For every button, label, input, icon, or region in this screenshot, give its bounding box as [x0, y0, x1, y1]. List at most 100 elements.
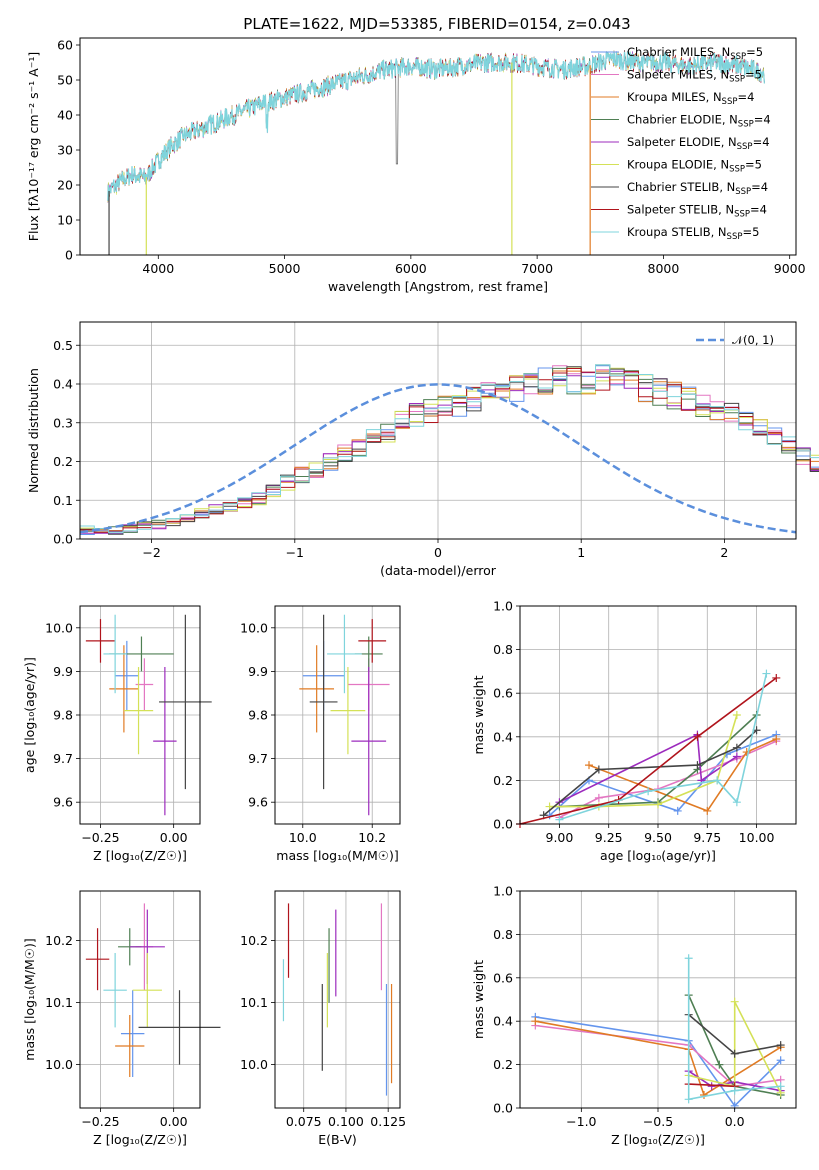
residuals-hist-5 — [80, 367, 819, 533]
residuals-ylabel: Normed distribution — [26, 368, 41, 493]
spectrum-xtick-label: 7000 — [521, 261, 553, 276]
age-weights-series-6-marker — [594, 765, 603, 774]
age-weights-series-7-marker — [693, 732, 702, 741]
spectrum-legend-label: Chabrier MILES, NSSP=5 — [627, 45, 763, 62]
z-vs-age-ytick-label: 9.6 — [53, 795, 73, 810]
mass-vs-age-ytick-label: 9.7 — [248, 751, 268, 766]
z-vs-mass-ytick-label: 10.2 — [45, 933, 73, 948]
z-weights-series-5 — [688, 1001, 782, 1094]
z-weights-ytick-label: 0.6 — [493, 970, 513, 985]
z-weights-ylabel: mass weight — [471, 960, 486, 1039]
spectrum-legend-label: Salpeter ELODIE, NSSP=4 — [627, 135, 770, 152]
residuals-hist-8 — [80, 364, 819, 534]
z-weights-series-2-marker — [531, 1017, 540, 1026]
z-vs-age-ytick-label: 9.8 — [53, 708, 73, 723]
age-weights-series-8-marker — [732, 798, 741, 807]
z-vs-age-ytick-label: 9.9 — [53, 664, 73, 679]
residuals-hist-7 — [80, 368, 819, 533]
z-weights-series-3 — [687, 994, 781, 1096]
z-vs-mass-xtick-label: 0.00 — [160, 1114, 188, 1129]
z-weights-series-8-marker — [776, 1082, 785, 1091]
z-vs-age-ytick-label: 10.0 — [45, 620, 73, 635]
residuals-legend-label: 𝒩(0, 1) — [732, 333, 774, 347]
spectrum-xtick-label: 6000 — [395, 261, 427, 276]
z-vs-mass-frame — [79, 890, 201, 1109]
spectrum-ytick-label: 30 — [57, 143, 73, 158]
residuals-xtick-label: 1 — [577, 545, 585, 560]
age-weights-series-5-marker — [732, 711, 741, 719]
spectrum-ytick-label: 50 — [57, 73, 73, 88]
spectrum-xtick-label: 8000 — [648, 261, 680, 276]
z-weights-series-4-marker — [707, 1082, 716, 1091]
age-weights-xtick-label: 9.00 — [546, 830, 574, 845]
z-vs-age-ylabel: age [log₁₀(age/yr)] — [22, 657, 37, 773]
plot-layer: 4000 5000 6000 7000 8000 90000102030405060wav… — [22, 37, 819, 1147]
mass-vs-age-ytick-label: 9.9 — [248, 664, 268, 679]
age-weights-series-1-marker — [594, 793, 603, 802]
mass-vs-age-xtick-label: 10.0 — [289, 830, 317, 845]
spectrum-ytick-label: 0 — [65, 248, 73, 263]
residuals-ytick-label: 0.2 — [53, 454, 73, 469]
age-weights-series-5-marker — [654, 800, 662, 809]
spectrum-legend-label: Salpeter STELIB, NSSP=4 — [627, 203, 767, 220]
age-weights-xlabel: age [log₁₀(age/yr)] — [600, 848, 716, 863]
ebv-vs-mass-xtick-label: 0.100 — [328, 1114, 364, 1129]
age-weights-xtick-label: 10.00 — [739, 830, 775, 845]
z-weights-series-8-marker — [730, 1086, 739, 1095]
z-weights-series-6-marker — [776, 1041, 785, 1050]
z-weights-series-2-marker — [700, 1090, 708, 1099]
spectrum-series-8 — [107, 51, 765, 201]
spectrum-ytick-label: 40 — [57, 108, 73, 123]
residuals-xtick-label: 0 — [434, 545, 442, 560]
spectrum-ytick-label: 10 — [57, 213, 73, 228]
spectrum-legend-label: Kroupa STELIB, NSSP=5 — [627, 225, 759, 242]
age-weights-xtick-label: 9.75 — [693, 830, 721, 845]
age-weights-ytick-label: 0.2 — [493, 773, 513, 788]
age-weights-ytick-label: 1.0 — [493, 599, 513, 614]
age-weights-series-2-marker — [585, 761, 593, 770]
z-weights-ytick-label: 1.0 — [493, 884, 513, 899]
spectrum-xtick-label: 9000 — [774, 261, 806, 276]
z-weights-xtick-label: −1.0 — [566, 1114, 596, 1129]
z-weights-xtick-label: 0.0 — [725, 1114, 745, 1129]
z-weights-ytick-label: 0.4 — [493, 1014, 513, 1029]
age-weights-series-8-marker — [762, 669, 771, 678]
spectrum-xtick-label: 4000 — [142, 261, 174, 276]
age-weights-series-2-marker — [703, 806, 712, 815]
residuals-xtick-label: 2 — [720, 545, 728, 560]
z-vs-age-ytick-label: 9.7 — [53, 751, 73, 766]
residuals-ytick-label: 0.1 — [53, 493, 73, 508]
age-weights-series-4-marker — [732, 752, 741, 761]
residuals-xtick-label: −2 — [142, 545, 160, 560]
age-weights-ytick-label: 0.4 — [493, 729, 513, 744]
age-weights-series-6-marker — [732, 743, 741, 752]
mass-vs-age-ytick-label: 9.8 — [248, 708, 268, 723]
age-weights-series-2-marker — [772, 734, 781, 743]
mass-vs-age-ytick-label: 9.6 — [248, 795, 268, 810]
z-vs-age-xlabel: Z [log₁₀(Z/Z☉)] — [93, 848, 187, 863]
spectrum-ytick-label: 60 — [57, 38, 73, 53]
residuals-ytick-label: 0.5 — [53, 338, 73, 353]
residuals-xlabel: (data-model)/error — [380, 563, 497, 578]
z-weights-series-3-marker — [715, 1060, 724, 1069]
z-weights-series-7 — [688, 1083, 735, 1088]
z-vs-mass-ylabel: mass [log₁₀(M/M☉)] — [22, 938, 37, 1060]
ebv-vs-mass-ytick-label: 10.0 — [240, 1057, 268, 1072]
age-weights-series-0-marker — [673, 806, 682, 815]
z-weights-xtick-label: −0.5 — [643, 1114, 673, 1129]
age-weights-series-8-marker — [555, 815, 564, 824]
age-weights-series-2-marker — [742, 748, 751, 757]
z-weights-series-2 — [535, 1020, 782, 1097]
age-weights-series-5-marker — [545, 802, 554, 811]
z-weights-ytick-label: 0.0 — [493, 1101, 513, 1116]
residuals-hist-0 — [80, 365, 819, 535]
z-vs-age-xtick-label: −0.25 — [81, 830, 119, 845]
spectrum-legend-label: Chabrier ELODIE, NSSP=4 — [627, 113, 771, 130]
z-vs-age-xtick-label: 0.00 — [160, 830, 188, 845]
z-vs-mass-xtick-label: −0.25 — [81, 1114, 119, 1129]
z-vs-mass-ytick-label: 10.0 — [45, 1057, 73, 1072]
ebv-vs-mass-frame — [274, 890, 401, 1109]
residuals-ytick-label: 0.3 — [53, 415, 73, 430]
ebv-vs-mass-xtick-label: 0.125 — [370, 1114, 406, 1129]
